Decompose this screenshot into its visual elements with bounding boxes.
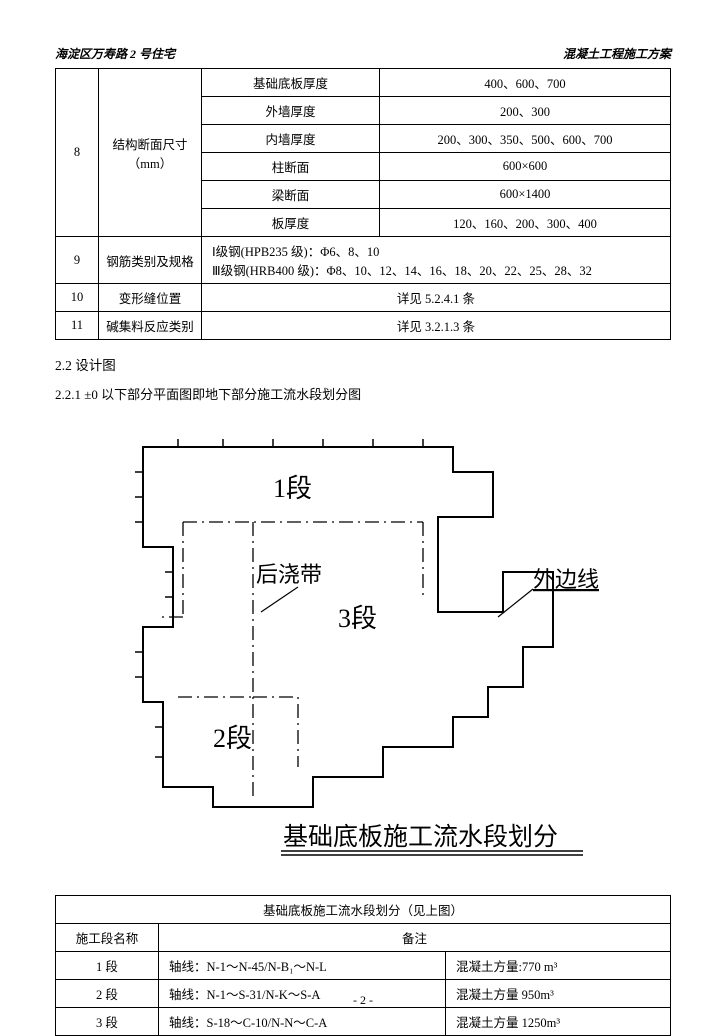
row11-label: 碱集料反应类别 <box>99 312 202 340</box>
r8-4-name: 梁断面 <box>202 181 380 209</box>
label-outer-line: 外边线 <box>533 567 599 592</box>
label-segment-1: 1段 <box>273 474 312 503</box>
row11-no: 11 <box>56 312 99 340</box>
section-2-2-1: 2.2.1 ±0 以下部分平面图即地下部分施工流水段划分图 <box>55 384 671 403</box>
r8-5-val: 120、160、200、300、400 <box>380 209 671 237</box>
r8-0-val: 400、600、700 <box>380 69 671 97</box>
spec-table: 8 结构断面尺寸 （mm） 基础底板厚度 400、600、700 外墙厚度 20… <box>55 68 671 340</box>
row8-label: 结构断面尺寸 （mm） <box>99 69 202 237</box>
table2-h1: 施工段名称 <box>56 924 159 952</box>
t2-r2-axis: 轴线：S-18～C-10/N-N～C-A <box>159 1008 446 1036</box>
page-number: - 2 - <box>0 993 726 1008</box>
r8-0-name: 基础底板厚度 <box>202 69 380 97</box>
table2-title: 基础底板施工流水段划分（见上图） <box>56 896 671 924</box>
t2-r0-axis: 轴线：N-1～N-45/N-B₁～N-L <box>159 952 446 980</box>
label-houjiaodai: 后浇带 <box>256 562 322 587</box>
r8-2-name: 内墙厚度 <box>202 125 380 153</box>
r8-1-name: 外墙厚度 <box>202 97 380 125</box>
floor-plan-diagram: 1段 后浇带 3段 外边线 2段 基础底板施工流水段划分 <box>55 417 671 877</box>
r8-5-name: 板厚度 <box>202 209 380 237</box>
section-2-2: 2.2 设计图 <box>55 354 671 374</box>
segment-table: 基础底板施工流水段划分（见上图） 施工段名称 备注 1 段 轴线：N-1～N-4… <box>55 895 671 1036</box>
t2-r0-vol: 混凝土方量:770 m³ <box>446 952 671 980</box>
row9-no: 9 <box>56 237 99 284</box>
header-right: 混凝土工程施工方案 <box>563 45 671 62</box>
t2-r2-vol: 混凝土方量 1250m³ <box>446 1008 671 1036</box>
diagram-title: 基础底板施工流水段划分 <box>283 823 558 851</box>
header-left: 海淀区万寿路 2 号住宅 <box>55 45 175 62</box>
row8-no: 8 <box>56 69 99 237</box>
r8-2-val: 200、300、350、500、600、700 <box>380 125 671 153</box>
r8-1-val: 200、300 <box>380 97 671 125</box>
r8-3-name: 柱断面 <box>202 153 380 181</box>
row9-text: Ⅰ级钢(HPB235 级)：Φ6、8、10 Ⅲ级钢(HRB400 级)：Φ8、1… <box>202 237 671 284</box>
table2-h2: 备注 <box>159 924 671 952</box>
row9-label: 钢筋类别及规格 <box>99 237 202 284</box>
r8-3-val: 600×600 <box>380 153 671 181</box>
label-segment-2: 2段 <box>213 724 252 753</box>
r8-4-val: 600×1400 <box>380 181 671 209</box>
label-segment-3: 3段 <box>338 604 377 633</box>
t2-r0-name: 1 段 <box>56 952 159 980</box>
row11-text: 详见 3.2.1.3 条 <box>202 312 671 340</box>
row10-no: 10 <box>56 284 99 312</box>
row10-text: 详见 5.2.4.1 条 <box>202 284 671 312</box>
row10-label: 变形缝位置 <box>99 284 202 312</box>
t2-r2-name: 3 段 <box>56 1008 159 1036</box>
